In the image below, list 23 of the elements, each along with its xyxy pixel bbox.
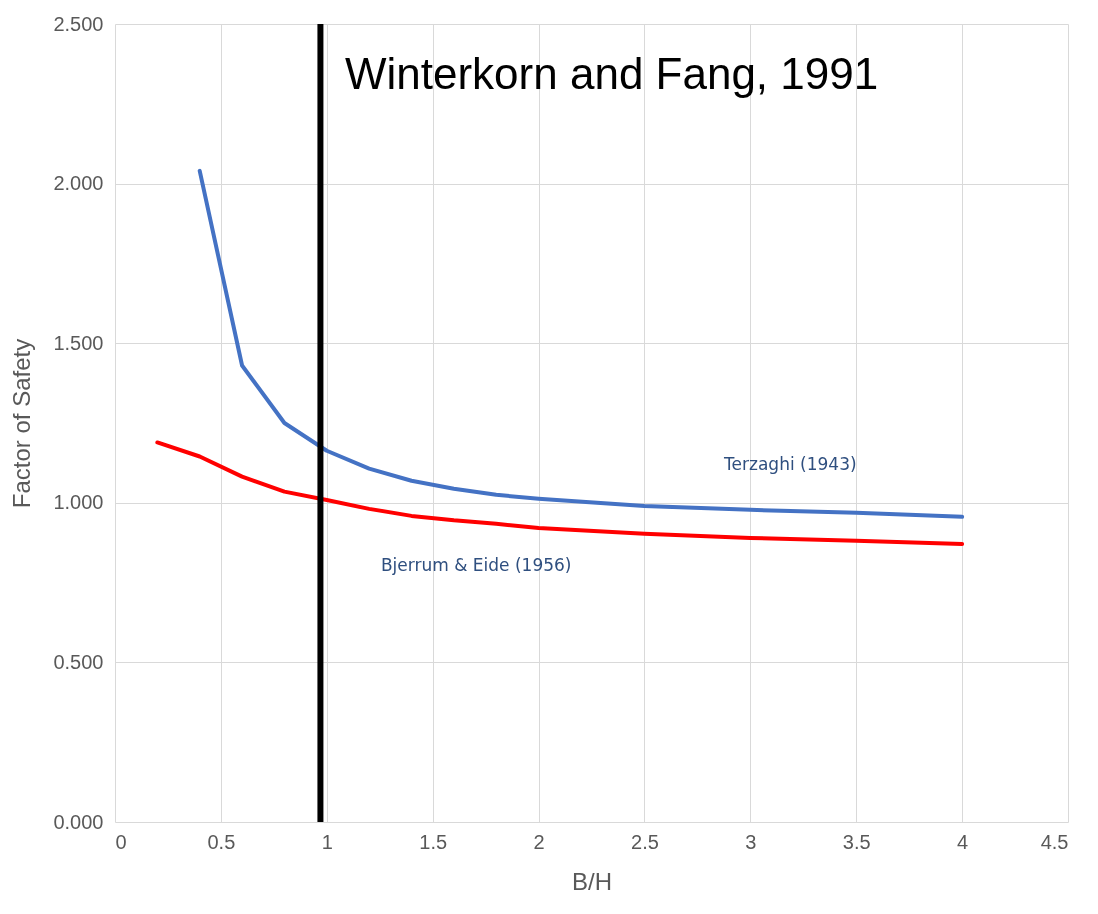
x-tick-label: 0.5 <box>207 830 236 853</box>
y-axis-title: Factor of Safety <box>8 338 36 509</box>
x-tick-label: 0 <box>115 830 127 853</box>
y-tick-label: 0.000 <box>53 810 104 833</box>
x-tick-label: 1.5 <box>419 830 448 853</box>
text: Terzaghi (1943) <box>723 453 857 474</box>
x-tick-label: 3.5 <box>842 830 871 853</box>
x-tick-label: 3 <box>745 830 757 853</box>
y-tick-label: 2.000 <box>53 172 104 195</box>
line-series <box>197 168 965 519</box>
y-tick-label: 1.500 <box>53 331 104 354</box>
x-tick-label: 4.5 <box>1040 830 1069 853</box>
y-tick-label: 0.500 <box>53 650 104 673</box>
line-series <box>155 440 965 546</box>
x-tick-label: 2 <box>533 830 545 853</box>
series-label: Bjerrum & Eide (1956) <box>380 554 572 575</box>
x-tick-label: 1 <box>321 830 333 853</box>
y-tick-label: 2.500 <box>53 12 104 35</box>
x-tick-label: 2.5 <box>631 830 659 853</box>
x-axis-title: B/H <box>571 867 613 895</box>
y-tick-label: 1.000 <box>53 491 104 514</box>
x-tick-label: 4 <box>957 830 969 853</box>
annotation: Winterkorn and Fang, 1991 <box>345 49 879 98</box>
